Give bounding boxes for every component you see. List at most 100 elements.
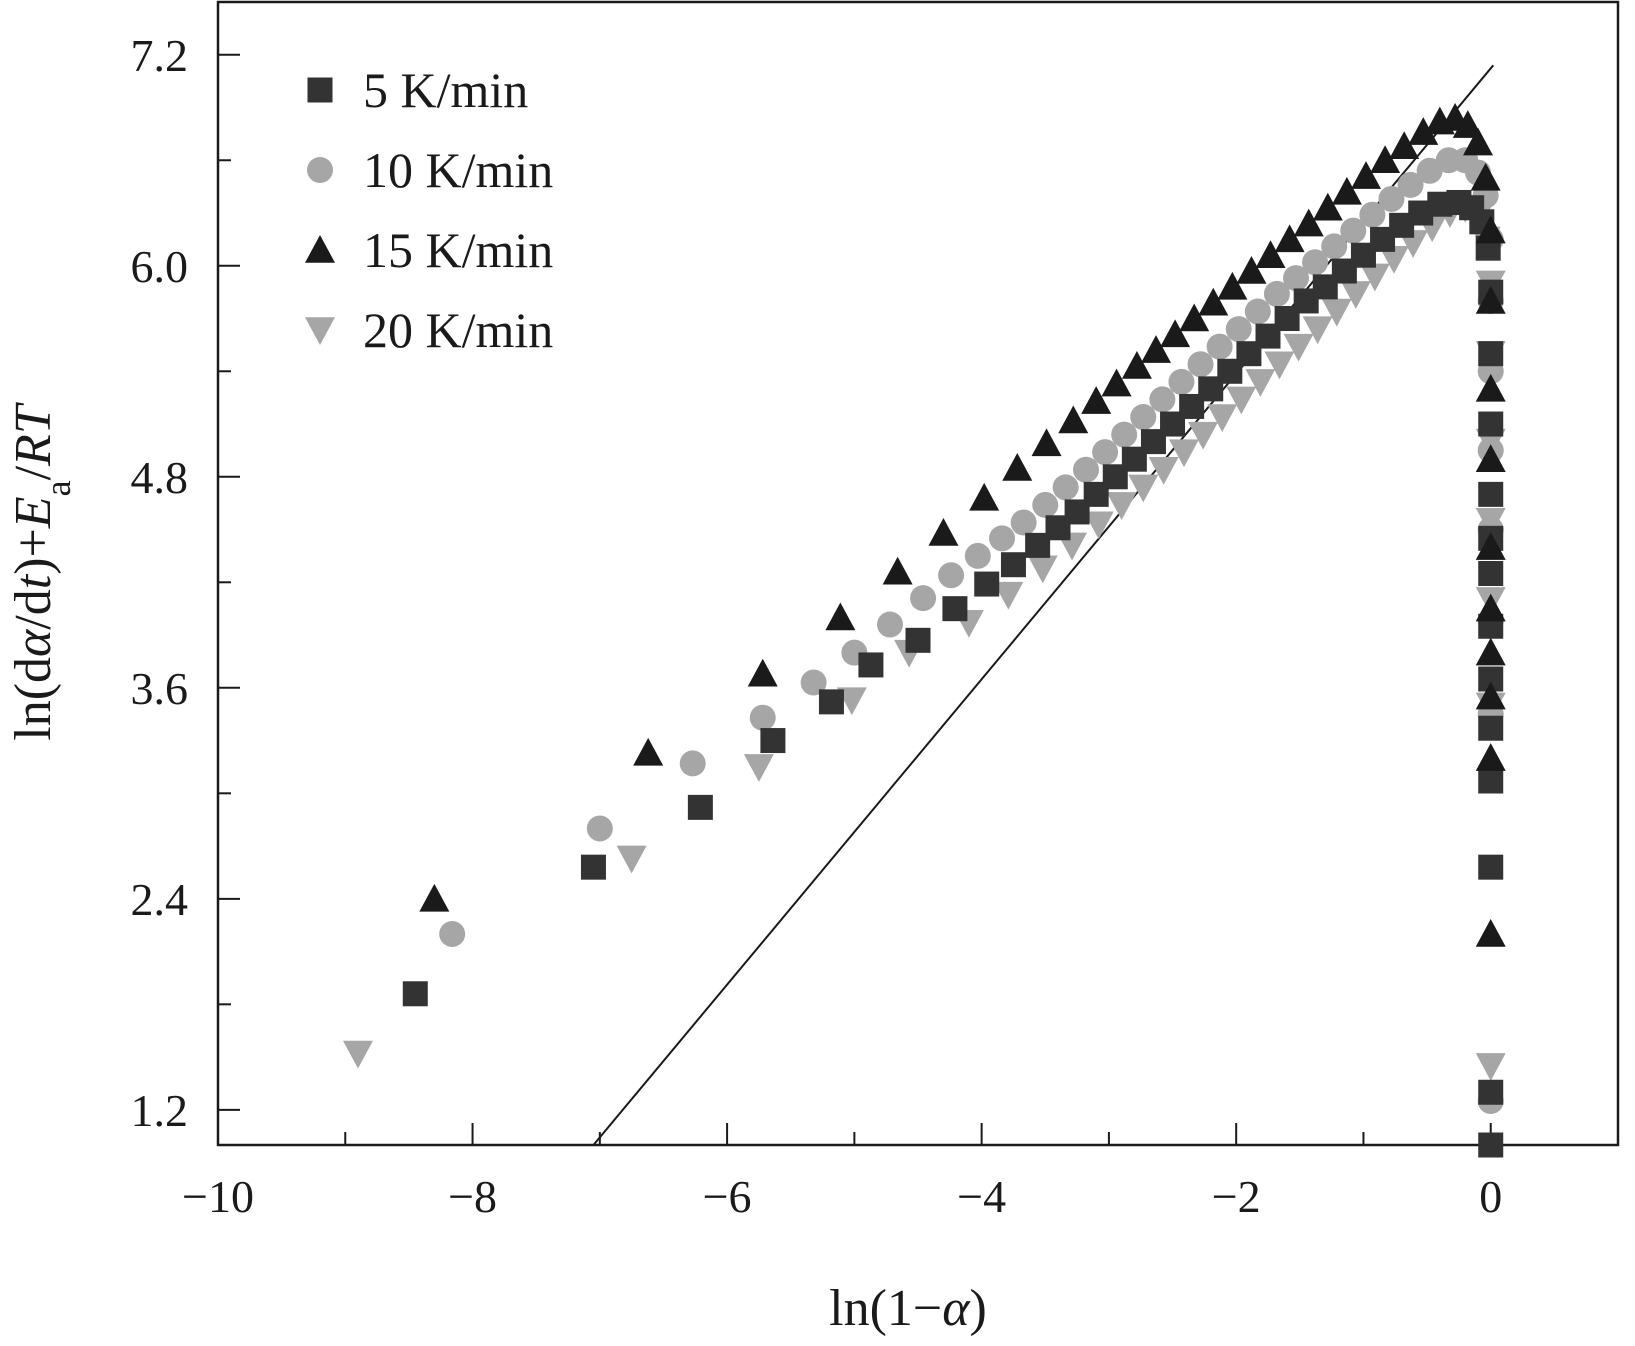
data-point bbox=[1283, 265, 1309, 292]
data-point bbox=[1475, 285, 1506, 314]
legend-label: 15 K/min bbox=[363, 222, 553, 278]
data-point bbox=[586, 815, 613, 842]
data-point bbox=[1236, 256, 1267, 284]
data-point bbox=[942, 596, 968, 622]
data-point bbox=[1187, 351, 1214, 378]
data-point bbox=[1475, 1053, 1506, 1081]
data-point bbox=[402, 981, 428, 1007]
data-point bbox=[1121, 351, 1152, 379]
data-point bbox=[1092, 439, 1119, 466]
data-point bbox=[1083, 511, 1114, 540]
data-point bbox=[1111, 421, 1138, 448]
data-point bbox=[1379, 245, 1409, 274]
axis-titles: ln(1−α) ln(dα/dt)+Ea/RT bbox=[5, 402, 987, 1337]
data-point bbox=[1359, 201, 1386, 228]
y-tick-label: 6.0 bbox=[131, 241, 189, 292]
y-axis-title-part: RT bbox=[5, 402, 62, 467]
data-point bbox=[1073, 456, 1099, 483]
data-point bbox=[1274, 224, 1305, 253]
data-point bbox=[1452, 110, 1483, 138]
data-point bbox=[877, 611, 903, 638]
data-point bbox=[439, 920, 466, 947]
y-axis: 1.2 2.4 3.6 4.8 6.0 7.2 bbox=[131, 30, 240, 1136]
y-axis-title-part: )+ bbox=[5, 528, 62, 575]
y-axis-title-part: ln(d bbox=[5, 657, 62, 741]
data-point bbox=[1141, 335, 1171, 363]
data-point bbox=[1027, 555, 1058, 584]
data-point bbox=[1397, 171, 1424, 198]
y-axis-title: ln(dα/dt)+Ea/RT bbox=[5, 402, 78, 741]
x-tick-label: −8 bbox=[448, 1171, 497, 1222]
data-point bbox=[580, 854, 606, 880]
data-point bbox=[1389, 131, 1420, 159]
x-tick-label: −6 bbox=[703, 1171, 752, 1222]
data-point bbox=[1032, 491, 1059, 518]
series-triangle-down bbox=[343, 194, 1506, 1081]
data-point bbox=[1283, 333, 1314, 362]
data-point bbox=[1312, 192, 1343, 221]
data-point bbox=[1226, 386, 1257, 415]
data-point bbox=[1475, 681, 1506, 710]
data-point bbox=[1148, 457, 1179, 485]
x-axis-title-part: ) bbox=[970, 1280, 987, 1337]
x-axis-title: ln(1−α) bbox=[829, 1280, 987, 1337]
data-point bbox=[1198, 287, 1229, 316]
data-point bbox=[1475, 918, 1506, 947]
data-point bbox=[1475, 373, 1506, 402]
data-point bbox=[1475, 215, 1506, 244]
x-tick-label: −4 bbox=[957, 1171, 1006, 1222]
data-point bbox=[1478, 715, 1504, 741]
legend-marker bbox=[307, 77, 333, 103]
data-point bbox=[993, 581, 1024, 610]
data-point bbox=[1106, 492, 1137, 520]
data-point bbox=[1263, 280, 1290, 307]
data-point bbox=[747, 658, 778, 687]
y-axis-title-part: /d bbox=[5, 589, 62, 629]
y-tick-label: 2.4 bbox=[131, 874, 189, 925]
data-point bbox=[825, 602, 856, 631]
data-point bbox=[419, 883, 450, 912]
data-point bbox=[1128, 474, 1159, 503]
x-axis: −10 −8 −6 −4 −2 0 bbox=[182, 1123, 1619, 1222]
data-point bbox=[1475, 593, 1506, 622]
plot-frame bbox=[216, 0, 1620, 1147]
y-axis-title-part: a bbox=[38, 480, 78, 496]
data-point bbox=[1169, 439, 1199, 468]
legend-marker bbox=[305, 317, 335, 345]
data-point bbox=[1255, 240, 1286, 268]
data-point bbox=[1475, 637, 1506, 666]
data-point bbox=[1321, 233, 1348, 260]
data-point bbox=[1478, 1132, 1504, 1158]
data-point bbox=[1000, 552, 1026, 578]
data-point bbox=[1207, 404, 1238, 432]
y-axis-title-part: E bbox=[5, 496, 62, 529]
data-point bbox=[1478, 341, 1504, 367]
legend: 5 K/min 10 K/min 15 K/min 20 K/min bbox=[305, 62, 553, 358]
series-square bbox=[402, 189, 1504, 1158]
y-tick-label: 7.2 bbox=[131, 30, 189, 81]
y-axis-title-part: / bbox=[5, 465, 62, 480]
data-point bbox=[1052, 474, 1079, 501]
data-point bbox=[1478, 768, 1504, 794]
y-axis-title-part: α bbox=[5, 628, 62, 657]
data-point bbox=[818, 689, 844, 715]
data-point bbox=[1168, 368, 1195, 395]
data-point bbox=[1149, 386, 1176, 413]
y-axis-title-part: t bbox=[5, 573, 62, 589]
x-tick-label: −10 bbox=[182, 1171, 254, 1222]
data-point bbox=[1225, 316, 1252, 343]
data-point bbox=[1101, 368, 1132, 397]
data-point bbox=[905, 627, 931, 653]
data-point bbox=[1340, 217, 1367, 244]
data-point bbox=[882, 556, 913, 585]
y-tick-label: 1.2 bbox=[131, 1085, 189, 1136]
data-point bbox=[616, 845, 647, 874]
data-point bbox=[1340, 281, 1371, 309]
data-point bbox=[928, 518, 959, 546]
data-point bbox=[800, 669, 827, 696]
data-point bbox=[743, 754, 774, 782]
data-point bbox=[1130, 403, 1157, 430]
data-point bbox=[858, 652, 884, 678]
data-point bbox=[633, 737, 664, 766]
